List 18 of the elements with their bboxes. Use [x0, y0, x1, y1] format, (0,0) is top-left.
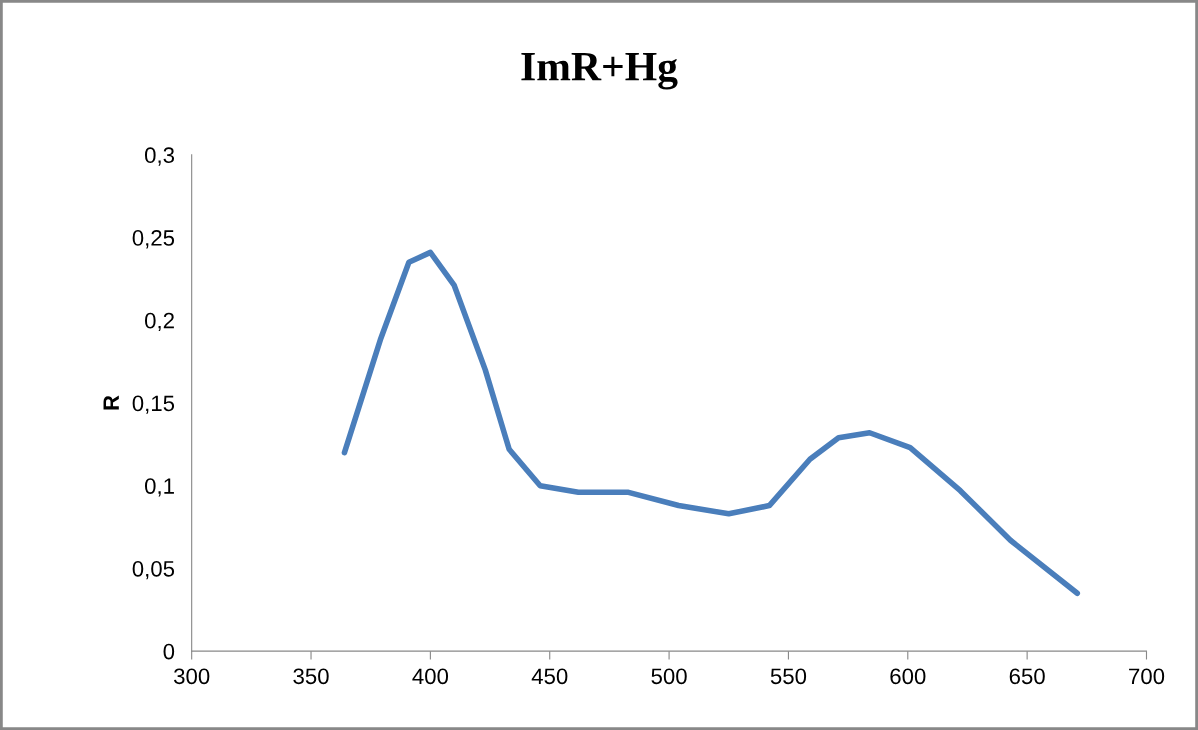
y-tick-label: 0,05 [132, 560, 175, 580]
y-tick-label: 0,2 [144, 312, 174, 332]
x-tick-label: 700 [1129, 668, 1165, 685]
x-tick-label: 350 [293, 668, 329, 685]
x-tick-label: 550 [770, 668, 807, 685]
x-tick-label: 650 [1009, 668, 1045, 685]
x-tick-label: 600 [890, 668, 926, 685]
y-tick-label: 0,15 [132, 395, 175, 414]
y-tick-label: 0,25 [132, 230, 175, 249]
y-tick-label: 0 [163, 643, 175, 660]
y-axis-title: R [103, 395, 119, 410]
chart-title: ImR+Hg [521, 53, 678, 90]
x-tick-label: 500 [651, 668, 687, 685]
x-tick-label: 300 [173, 668, 210, 685]
y-tick-label: 0,3 [144, 147, 175, 166]
y-tick-label: 0,1 [144, 478, 174, 497]
x-tick-label: 450 [531, 668, 568, 685]
x-tick-label: 400 [412, 668, 449, 685]
